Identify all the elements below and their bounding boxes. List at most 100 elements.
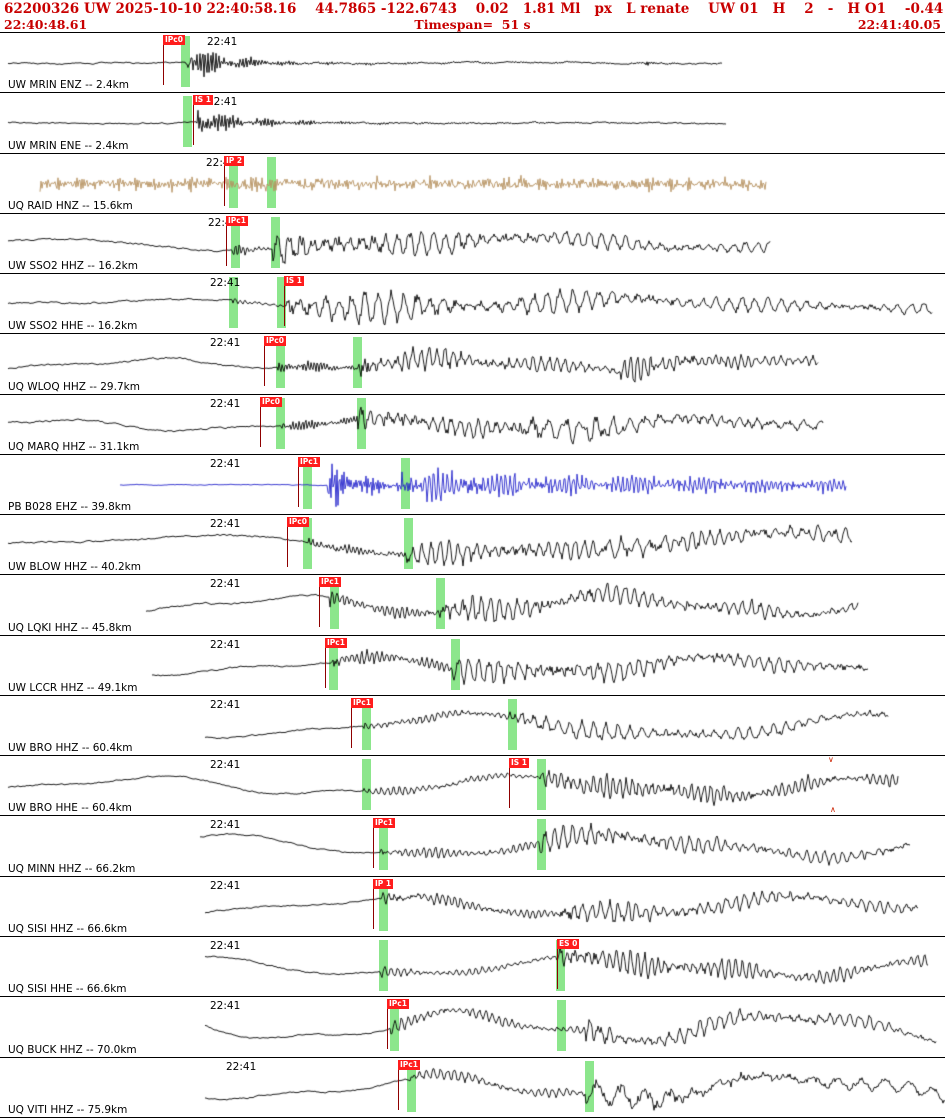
trace-row-5: IS 1 22:41 UW SSO2 HHE -- 16.2km [0, 274, 945, 335]
station-channel-label: UQ SISI HHZ -- 66.6km [8, 922, 128, 935]
phase-pick-line [287, 527, 288, 568]
phase-pick-line [193, 105, 194, 146]
trace-time-label: 22:41 [210, 277, 241, 290]
trace-row-7: IPc0 22:41 UQ MARQ HHZ -- 31.1km [0, 394, 945, 455]
phase-pick-flag[interactable]: IPc0 [163, 35, 185, 45]
phase-pick-line [398, 1069, 399, 1110]
phase-pick-line [557, 948, 558, 989]
phase-pick-flag[interactable]: IS 1 [193, 95, 214, 106]
phase-pick-line [319, 587, 320, 628]
waveform-trace[interactable] [0, 274, 945, 334]
trace-time-label: 22:41 [210, 457, 241, 470]
trace-time-label: 22:41 [210, 518, 241, 531]
trace-time-label: 22:41 [207, 96, 238, 109]
trace-row-1: IPc0 22:41 UW MRIN ENZ -- 2.4km [0, 33, 945, 94]
phase-pick-flag[interactable]: IPc1 [319, 577, 341, 588]
phase-pick-flag[interactable]: IP 2 [224, 155, 245, 166]
waveform-trace[interactable] [0, 816, 945, 876]
station-channel-label: UQ WLOQ HHZ -- 29.7km [8, 380, 140, 393]
phase-pick-flag[interactable]: IS 1 [509, 758, 530, 769]
station-channel-label: UQ LQKI HHZ -- 45.8km [8, 621, 132, 634]
phase-pick-flag[interactable]: IS 1 [284, 276, 305, 287]
window-end-time: 22:41:40.05 [857, 17, 941, 32]
phase-pick-line [284, 286, 285, 327]
trace-time-label: 22:41 [210, 759, 241, 772]
station-channel-label: UW BLOW HHZ -- 40.2km [8, 561, 141, 574]
trace-time-label: 22:41 [210, 1000, 241, 1013]
trace-row-18: IPc1 22:41 UQ VITI HHZ -- 75.9km [0, 1057, 945, 1118]
waveform-trace[interactable] [0, 936, 945, 997]
trace-time-label: 22:41 [207, 36, 238, 48]
trace-row-11: IPc1 22:41 UW LCCR HHZ -- 49.1km [0, 635, 945, 696]
phase-pick-flag[interactable]: IPc0 [287, 517, 309, 528]
waveform-trace[interactable] [0, 575, 945, 635]
phase-pick-line [163, 45, 164, 85]
phase-pick-flag[interactable]: IPc1 [298, 456, 320, 467]
waveform-trace[interactable] [0, 153, 945, 213]
phase-pick-line [351, 707, 352, 748]
phase-pick-flag[interactable]: ES 0 [557, 938, 580, 949]
phase-pick-flag[interactable]: IPc1 [398, 1059, 420, 1070]
waveform-trace[interactable] [0, 756, 945, 816]
trace-time-label: 22:41 [210, 337, 241, 350]
waveform-trace[interactable] [0, 635, 945, 695]
caret-mark-icon: ∧ [830, 805, 836, 815]
trace-time-label: 22:41 [210, 638, 241, 651]
trace-row-6: IPc0 22:41 UQ WLOQ HHZ -- 29.7km [0, 334, 945, 395]
trace-row-14: IPc1 22:41 UQ MINN HHZ -- 66.2km [0, 816, 945, 877]
waveform-trace[interactable] [0, 876, 945, 936]
phase-pick-flag[interactable]: IPc0 [264, 336, 286, 347]
waveform-trace[interactable] [0, 1057, 945, 1117]
station-channel-label: UW MRIN ENZ -- 2.4km [8, 79, 129, 92]
waveform-trace[interactable] [0, 33, 945, 93]
window-start-time: 22:40:48.61 [4, 17, 88, 32]
phase-pick-line [373, 828, 374, 869]
station-channel-label: UW SSO2 HHE -- 16.2km [8, 320, 138, 333]
trace-row-12: IPc1 22:41 UW BRO HHZ -- 60.4km [0, 695, 945, 757]
trace-row-2: IS 1 22:41 UW MRIN ENE -- 2.4km [0, 93, 945, 154]
station-channel-label: UQ SISI HHE -- 66.6km [8, 983, 127, 996]
trace-row-8: IPc1 22:41 PB B028 EHZ -- 39.8km [0, 454, 945, 516]
waveform-trace[interactable] [0, 695, 945, 756]
waveform-trace[interactable] [0, 394, 945, 454]
station-channel-label: UQ MINN HHZ -- 66.2km [8, 862, 136, 875]
trace-time-label: 22:41 [226, 1060, 257, 1073]
time-window-line: 22:40:48.61 Timespan= 51 s 22:41:40.05 [0, 17, 945, 32]
station-channel-label: UQ VITI HHZ -- 75.9km [8, 1103, 128, 1116]
phase-pick-flag[interactable]: IPc1 [351, 697, 373, 708]
phase-pick-line [224, 165, 225, 206]
trace-row-4: IPc1 22:41 UW SSO2 HHZ -- 16.2km [0, 213, 945, 275]
trace-time-label: 22:41 [210, 397, 241, 410]
phase-pick-line [226, 225, 227, 266]
phase-pick-line [373, 888, 374, 929]
waveform-trace[interactable] [0, 515, 945, 575]
phase-pick-flag[interactable]: IPc1 [373, 818, 395, 829]
waveform-trace[interactable] [0, 93, 945, 153]
phase-pick-flag[interactable]: IPc1 [325, 637, 347, 648]
station-channel-label: UQ BUCK HHZ -- 70.0km [8, 1043, 137, 1056]
caret-mark-icon: ∨ [828, 756, 834, 765]
waveform-trace[interactable] [0, 454, 945, 515]
trace-row-17: IPc1 22:41 UQ BUCK HHZ -- 70.0km [0, 997, 945, 1058]
phase-pick-flag[interactable]: IPc1 [387, 999, 409, 1010]
waveform-trace[interactable] [0, 213, 945, 274]
phase-pick-line [509, 768, 510, 809]
station-channel-label: UW MRIN ENE -- 2.4km [8, 139, 129, 152]
phase-pick-line [264, 346, 265, 387]
trace-row-16: ES 0 22:41 UQ SISI HHE -- 66.6km [0, 936, 945, 998]
phase-pick-line [260, 406, 261, 447]
phase-pick-flag[interactable]: IPc0 [260, 396, 282, 407]
waveform-trace[interactable] [0, 334, 945, 394]
trace-time-label: 22:41 [210, 698, 241, 711]
event-header: 62200326 UW 2025-10-10 22:40:58.16 44.78… [0, 0, 945, 33]
phase-pick-flag[interactable]: IP 1 [373, 878, 394, 889]
trace-row-10: IPc1 22:41 UQ LQKI HHZ -- 45.8km [0, 575, 945, 636]
trace-time-label: 22:41 [210, 879, 241, 892]
waveform-trace[interactable] [0, 997, 945, 1057]
station-channel-label: UQ MARQ HHZ -- 31.1km [8, 440, 140, 453]
trace-row-9: IPc0 22:41 UW BLOW HHZ -- 40.2km [0, 515, 945, 576]
station-channel-label: PB B028 EHZ -- 39.8km [8, 501, 132, 514]
phase-pick-flag[interactable]: IPc1 [226, 215, 248, 226]
event-summary-line: 62200326 UW 2025-10-10 22:40:58.16 44.78… [4, 1, 945, 17]
